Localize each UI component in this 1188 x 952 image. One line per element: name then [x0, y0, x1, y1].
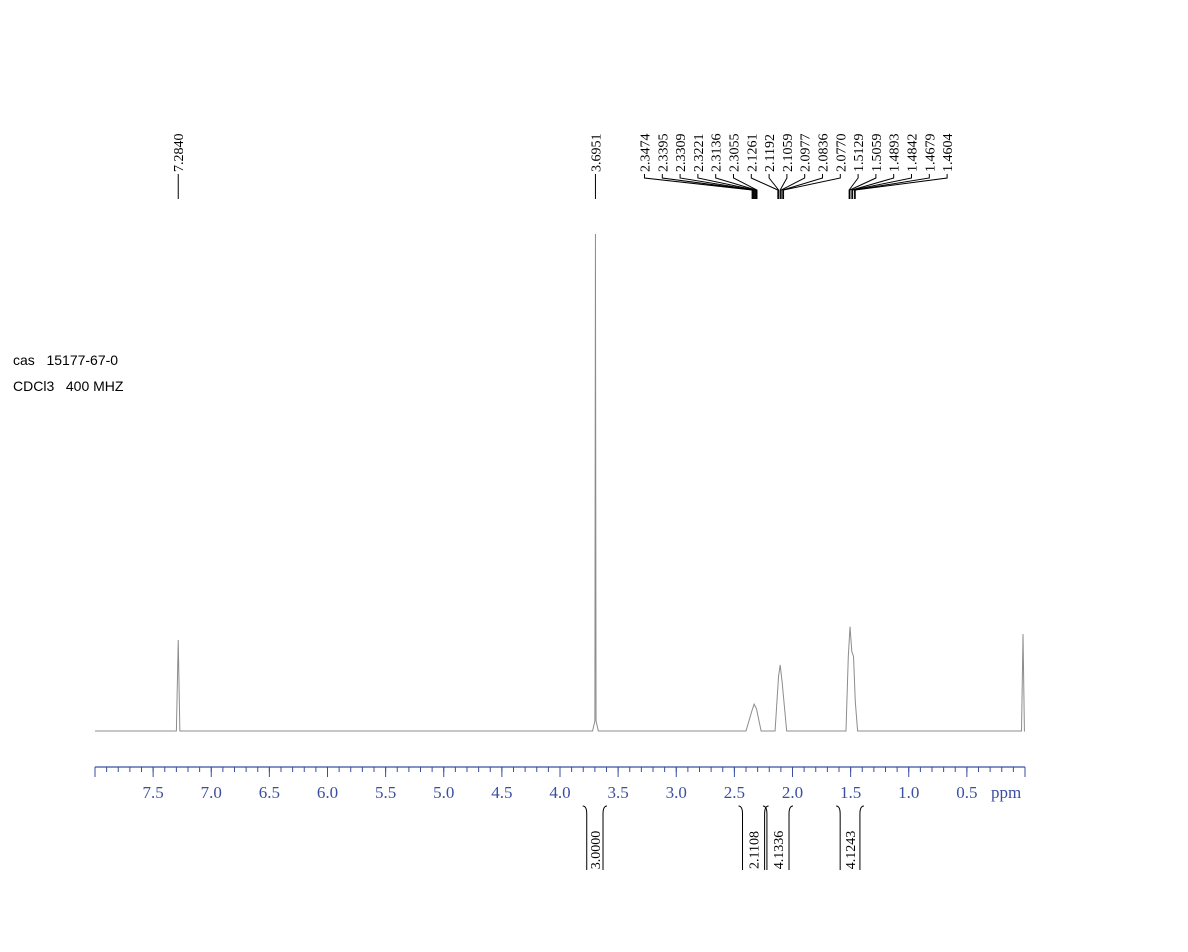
- peak-leader: [661, 174, 754, 199]
- x-tick-label: 6.5: [259, 783, 280, 802]
- peak-label: 3.6951: [589, 134, 604, 173]
- x-tick-label: 5.5: [375, 783, 396, 802]
- integral-bracket: [582, 805, 608, 870]
- integral-bracket: [738, 805, 769, 870]
- peak-leader: [783, 174, 841, 199]
- peak-leader: [697, 174, 756, 199]
- x-tick-label: 1.5: [840, 783, 861, 802]
- peak-label: 1.4679: [923, 134, 938, 173]
- x-tick-label: 2.0: [782, 783, 803, 802]
- peak-label: 2.3136: [710, 134, 725, 173]
- x-tick-label: 4.5: [491, 783, 512, 802]
- x-tick-label: 0.5: [956, 783, 977, 802]
- x-tick-label: 2.5: [724, 783, 745, 802]
- peak-leader: [715, 174, 757, 199]
- integral-label: 4.1336: [772, 831, 787, 870]
- annotation: cas 15177-67-0: [13, 352, 118, 368]
- integral-label: 4.1243: [844, 831, 859, 870]
- x-tick-label: 7.5: [143, 783, 164, 802]
- peak-leader: [643, 174, 753, 199]
- peak-label: 2.0770: [834, 134, 849, 173]
- peak-label: 2.0977: [799, 134, 814, 173]
- peak-leader: [851, 174, 895, 199]
- peak-leader: [750, 174, 779, 199]
- peak-label: 1.4842: [905, 134, 920, 173]
- peak-leader: [851, 174, 912, 199]
- peak-leader: [849, 174, 877, 199]
- peak-leader: [782, 174, 823, 199]
- peak-leader: [854, 174, 948, 199]
- peak-label: 2.3474: [638, 134, 653, 173]
- integral-label: 3.0000: [589, 831, 604, 870]
- x-tick-label: 6.0: [317, 783, 338, 802]
- x-tick-label: 3.5: [608, 783, 629, 802]
- x-tick-label: 3.0: [666, 783, 687, 802]
- peak-label: 1.5059: [870, 134, 885, 173]
- peak-leader: [679, 174, 755, 199]
- peak-label: 7.2840: [172, 134, 187, 173]
- integral-label: 2.1108: [748, 831, 763, 869]
- peak-label: 2.0836: [816, 134, 831, 173]
- peak-label: 2.1261: [745, 134, 760, 173]
- peak-label: 2.3395: [656, 134, 671, 173]
- peak-label: 1.4893: [888, 134, 903, 173]
- peak-label: 1.4604: [941, 134, 956, 173]
- peak-label: 2.1192: [763, 134, 778, 172]
- integral-bracket: [762, 805, 794, 870]
- annotation: CDCl3 400 MHZ: [13, 378, 124, 394]
- spectrum: [95, 233, 1025, 732]
- peak-leader: [853, 174, 930, 199]
- peak-leader: [780, 174, 806, 199]
- x-tick-label: 4.0: [549, 783, 570, 802]
- peak-label: 1.5129: [852, 134, 867, 173]
- peak-leader: [779, 174, 788, 199]
- x-tick-label: 7.0: [201, 783, 222, 802]
- peak-label: 2.3055: [727, 134, 742, 173]
- x-axis-label: ppm: [991, 783, 1021, 802]
- x-tick-label: 5.0: [433, 783, 454, 802]
- x-tick-label: 1.0: [898, 783, 919, 802]
- peak-leader: [768, 174, 780, 199]
- integral-bracket: [836, 805, 864, 870]
- peak-label: 2.1059: [781, 134, 796, 173]
- peak-leader: [848, 174, 859, 199]
- peak-leader: [732, 174, 758, 199]
- peak-label: 2.3309: [674, 134, 689, 173]
- peak-label: 2.3221: [692, 134, 707, 173]
